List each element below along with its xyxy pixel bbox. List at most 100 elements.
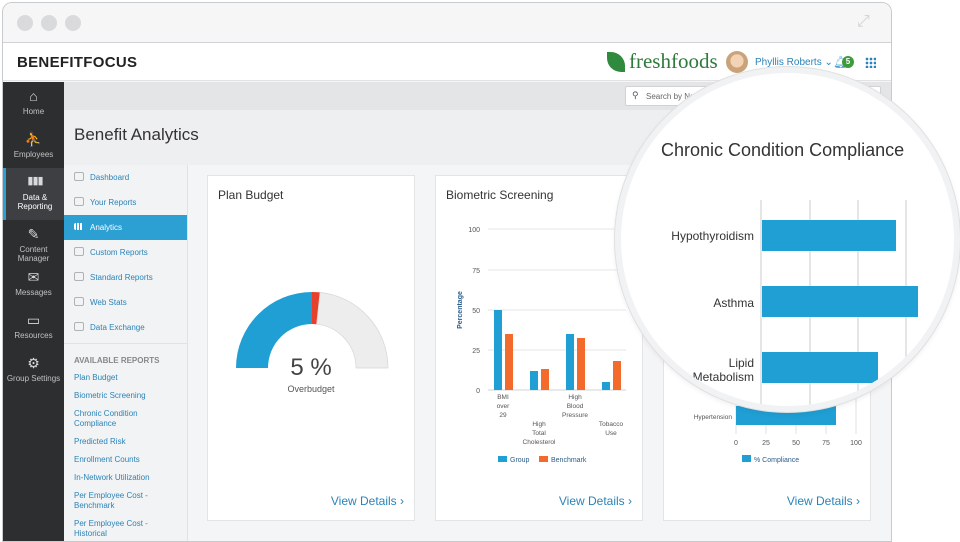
svg-text:75: 75 [822, 440, 830, 447]
svg-text:100: 100 [850, 440, 862, 447]
svg-text:Metabolism: Metabolism [693, 370, 754, 384]
chronic-bar-chart-zoomed: Hypothyroidism Asthma Lipid Metabolism [671, 200, 918, 406]
subnav-web-stats[interactable]: Web Stats [64, 290, 187, 315]
report-link[interactable]: Plan Budget [74, 373, 118, 382]
svg-text:75: 75 [472, 268, 480, 275]
view-details-link[interactable]: View Details › [786, 494, 860, 508]
bar-chart-icon: ▮▮▮ [27, 175, 43, 187]
subnav-dashboard[interactable]: Dashboard [64, 165, 187, 190]
svg-text:50: 50 [792, 440, 800, 447]
report-link[interactable]: Per Employee Cost - Benchmark [74, 491, 148, 510]
sidebar-item-group-settings[interactable]: ⚙ Group Settings [3, 349, 64, 392]
sidebar-item-resources[interactable]: ▭ Resources [3, 306, 64, 349]
secondary-sidebar: Dashboard Your Reports Analytics Custom … [64, 165, 188, 541]
book-icon: ▭ [26, 312, 41, 328]
svg-text:High: High [568, 394, 582, 401]
document-icon [74, 272, 84, 281]
report-link[interactable]: Biometric Screening [74, 391, 146, 400]
sidebar-item-content-manager[interactable]: ✎ Content Manager [3, 220, 64, 263]
maximize-window-button[interactable] [65, 15, 81, 31]
sidebar-item-home[interactable]: ⌂ Home [3, 82, 64, 125]
svg-text:29: 29 [499, 412, 507, 419]
svg-text:Hypothyroidism: Hypothyroidism [671, 229, 754, 243]
plan-budget-card: Plan Budget 5 % Overbudget View Details … [207, 175, 415, 521]
app-header: BENEFITFOCUS freshfoods Phyllis Roberts … [3, 43, 891, 81]
gauge-value: 5 % [290, 354, 332, 381]
expand-icon[interactable]: ⤢ [857, 13, 870, 30]
svg-text:High: High [532, 421, 546, 428]
edit-icon: ✎ [27, 226, 40, 242]
svg-text:Blood: Blood [567, 403, 584, 410]
benefitfocus-logo[interactable]: BENEFITFOCUS [17, 54, 138, 71]
chevron-down-icon: ⌄ [824, 57, 833, 68]
svg-text:25: 25 [762, 440, 770, 447]
leaf-icon [607, 51, 625, 72]
card-title: Biometric Screening [446, 188, 554, 202]
gauge-chart [236, 291, 389, 369]
home-icon: ⌂ [29, 88, 38, 104]
title-bar: ⤢ [3, 3, 891, 43]
client-brand: freshfoods [607, 49, 718, 74]
subnav-custom-reports[interactable]: Custom Reports [64, 240, 187, 265]
view-details-link[interactable]: View Details › [330, 494, 404, 508]
svg-text:Cholesterol: Cholesterol [523, 439, 556, 446]
svg-text:50: 50 [472, 308, 480, 315]
reports-icon [74, 197, 84, 206]
subnav-analytics[interactable]: Analytics [64, 215, 187, 240]
svg-text:% Compliance: % Compliance [754, 457, 799, 464]
sidebar-item-data-reporting[interactable]: ▮▮▮ Data & Reporting [3, 168, 64, 220]
people-icon: ⛹ [24, 131, 43, 147]
svg-text:25: 25 [472, 348, 480, 355]
svg-text:Tobacco: Tobacco [599, 421, 624, 428]
svg-text:BMI: BMI [497, 394, 509, 401]
gears-icon: ⚙ [27, 355, 40, 371]
biometric-screening-card: Biometric Screening 100 75 50 25 0 Percentag… [435, 175, 643, 521]
sidebar-item-messages[interactable]: ✉ Messages [3, 263, 64, 306]
exchange-icon [74, 322, 84, 331]
search-icon: ⚲ [632, 90, 639, 100]
page-title: Benefit Analytics [74, 125, 199, 144]
minimize-window-button[interactable] [41, 15, 57, 31]
dashboard-icon [74, 172, 84, 181]
svg-text:Benchmark: Benchmark [551, 457, 587, 464]
svg-text:Asthma: Asthma [713, 296, 754, 310]
subnav-data-exchange[interactable]: Data Exchange [64, 315, 187, 340]
subnav-standard-reports[interactable]: Standard Reports [64, 265, 187, 290]
chronic-condition-title: Chronic Condition Compliance [661, 140, 905, 160]
svg-text:Percentage: Percentage [457, 291, 464, 329]
report-link[interactable]: In-Network Utilization [74, 473, 150, 482]
gauge-label: Overbudget [287, 384, 335, 394]
svg-text:over: over [497, 403, 510, 410]
sidebar-item-employees[interactable]: ⛹ Employees [3, 125, 64, 168]
svg-text:0: 0 [476, 388, 480, 395]
svg-text:Use: Use [605, 430, 617, 437]
app-grid-icon[interactable] [865, 57, 876, 68]
bar-chart-icon [74, 223, 84, 230]
svg-text:100: 100 [468, 227, 480, 234]
report-link[interactable]: Chronic Condition Compliance [74, 409, 138, 428]
avatar[interactable] [726, 51, 748, 73]
report-link[interactable]: Enrollment Counts [74, 455, 140, 464]
client-brand-name: freshfoods [629, 49, 718, 73]
svg-text:Hypertension: Hypertension [694, 414, 733, 421]
card-title: Plan Budget [218, 188, 284, 202]
pencil-icon [74, 247, 84, 256]
view-details-link[interactable]: View Details › [558, 494, 632, 508]
biometric-bar-chart: 100 75 50 25 0 Percentage BMI over 29 High Tota… [457, 227, 626, 464]
user-menu[interactable]: Phyllis Roberts ⌄ [755, 57, 833, 68]
svg-text:0: 0 [734, 440, 738, 447]
available-reports-heading: AVAILABLE REPORTS [64, 343, 187, 369]
envelope-icon: ✉ [27, 269, 40, 285]
primary-sidebar: ⌂ Home ⛹ Employees ▮▮▮ Data & Reporting ✎ Co… [3, 82, 64, 541]
close-window-button[interactable] [17, 15, 33, 31]
magnifier-callout: Chronic Condition Compliance Hypothyroid… [615, 67, 960, 412]
svg-text:Pressure: Pressure [562, 412, 588, 419]
user-name: Phyllis Roberts [755, 57, 822, 68]
svg-text:Total: Total [532, 430, 546, 437]
notification-badge: 5 [842, 56, 854, 68]
stats-icon [74, 297, 84, 306]
search-placeholder: Search by Name [646, 92, 706, 101]
svg-text:Lipid: Lipid [729, 356, 754, 370]
report-link[interactable]: Predicted Risk [74, 437, 126, 446]
subnav-your-reports[interactable]: Your Reports [64, 190, 187, 215]
